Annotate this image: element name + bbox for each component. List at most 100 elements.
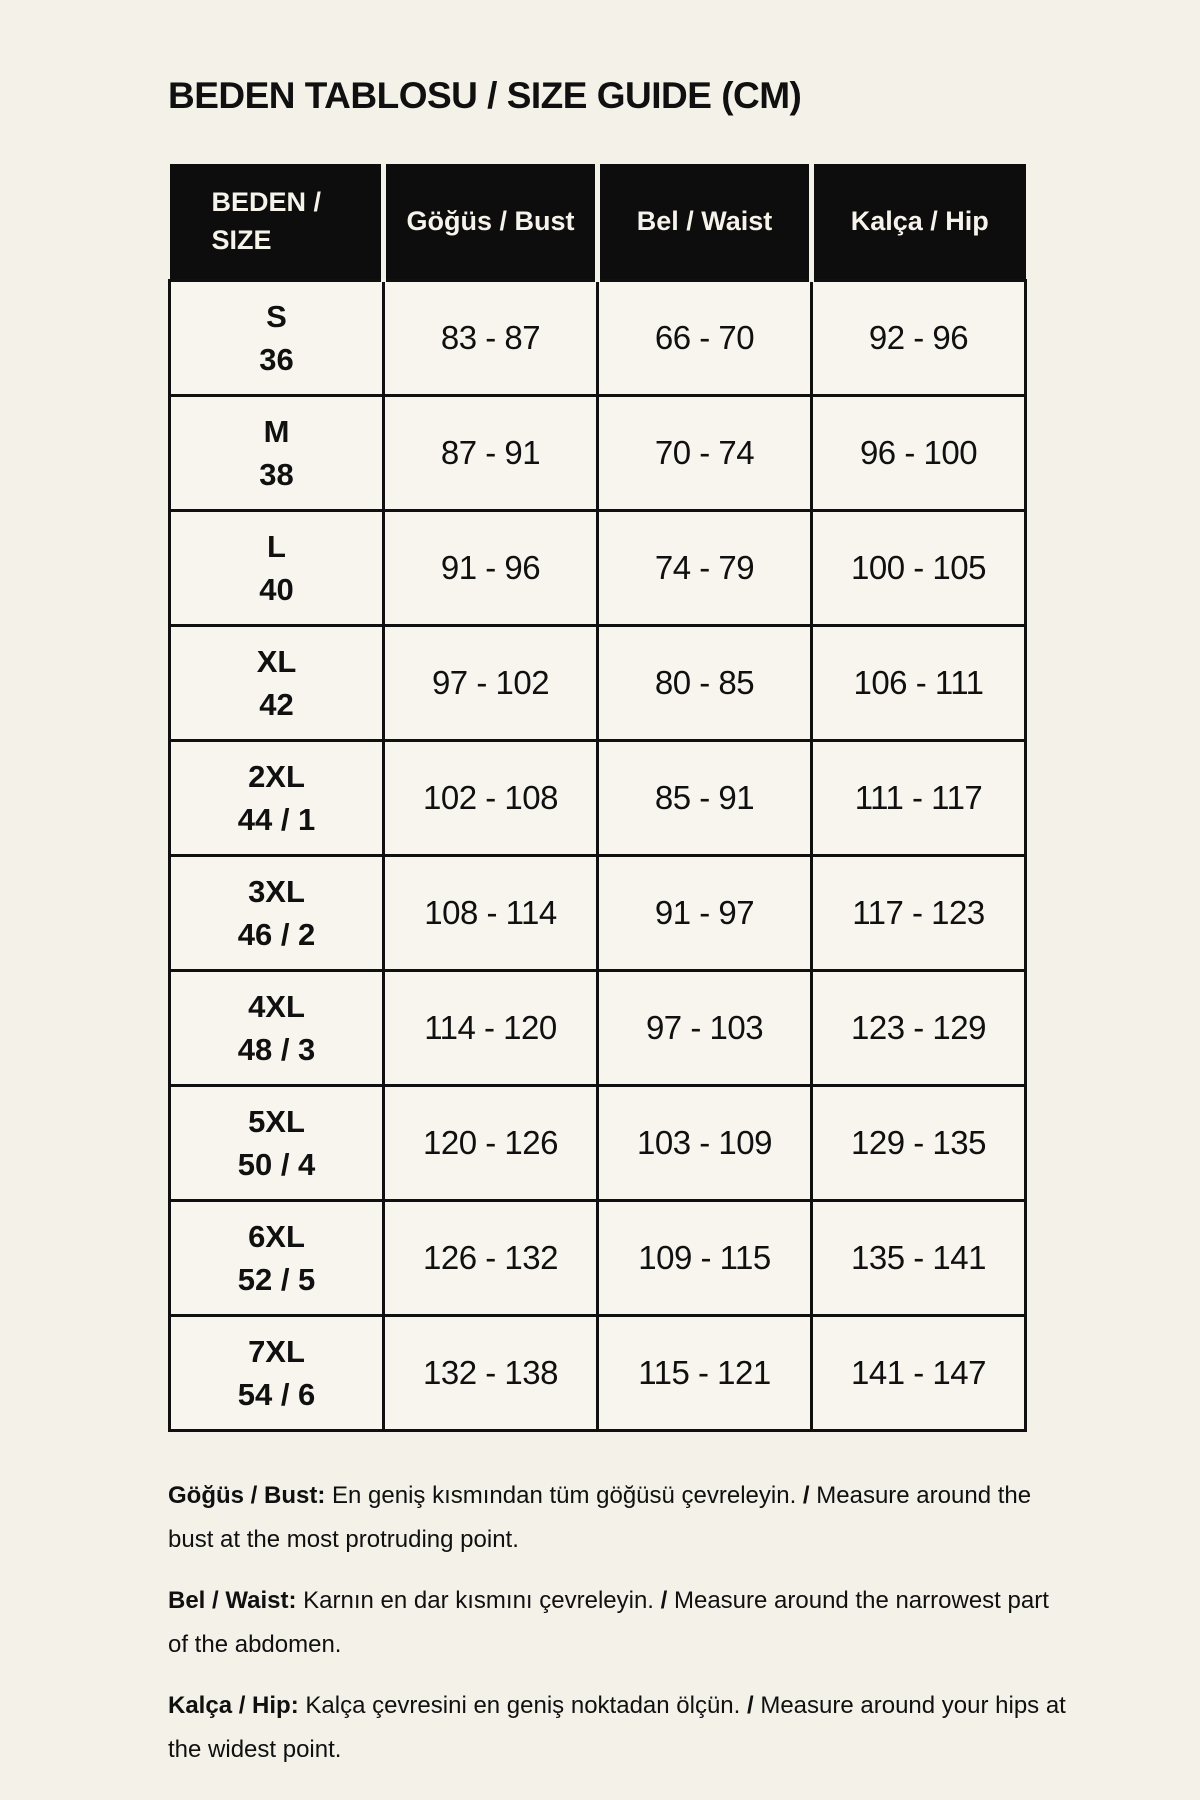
size-cell: L 40 xyxy=(168,508,385,627)
size-number: 36 xyxy=(259,341,294,377)
bust-value-cell: 120 - 126 xyxy=(382,1083,599,1202)
size-cell: 4XL 48 / 3 xyxy=(168,968,385,1087)
hip-value-cell: 92 - 96 xyxy=(810,278,1027,397)
waist-value-cell: 66 - 70 xyxy=(596,278,813,397)
note-hip: Kalça / Hip: Kalça çevresini en geniş no… xyxy=(168,1684,1073,1772)
column-header-size: BEDEN / SIZE xyxy=(211,187,322,256)
note-waist-label: Bel / Waist: xyxy=(168,1586,297,1614)
waist-value-cell: 85 - 91 xyxy=(596,738,813,857)
waist-value-cell: 70 - 74 xyxy=(596,393,813,512)
bust-value-cell: 132 - 138 xyxy=(382,1313,599,1432)
column-header-hip: Kalça / Hip xyxy=(850,205,989,236)
note-hip-turkish: Kalça çevresini en geniş noktadan ölçün. xyxy=(305,1691,741,1719)
note-bust: Göğüs / Bust: En geniş kısmından tüm göğ… xyxy=(168,1474,1073,1562)
size-guide-page: BEDEN TABLOSU / SIZE GUIDE (CM) BEDEN / … xyxy=(168,75,1066,1763)
table-row: M 38 87 - 91 70 - 74 96 - 100 xyxy=(168,393,1027,512)
note-bust-turkish: En geniş kısmından tüm göğüsü çevreleyin… xyxy=(332,1481,797,1509)
note-bust-english: Measure around the bust at the most prot… xyxy=(168,1481,1032,1553)
size-guide-table: BEDEN / SIZE Göğüs / Bust Bel / Waist Ka… xyxy=(168,164,1027,1432)
waist-value-cell: 115 - 121 xyxy=(596,1313,813,1432)
bust-value-cell: 91 - 96 xyxy=(382,508,599,627)
header-cell-size: BEDEN / SIZE xyxy=(169,164,386,280)
size-number: 44 / 1 xyxy=(237,801,316,837)
bust-value-cell: 126 - 132 xyxy=(382,1198,599,1317)
table-row: 2XL 44 / 1 102 - 108 85 - 91 111 - 117 xyxy=(168,738,1027,857)
size-number: 38 xyxy=(259,456,294,492)
hip-value-cell: 117 - 123 xyxy=(810,853,1027,972)
size-number: 46 / 2 xyxy=(237,916,316,952)
size-label: 6XL xyxy=(248,1218,305,1254)
table-row: 4XL 48 / 3 114 - 120 97 - 103 123 - 129 xyxy=(168,968,1027,1087)
note-waist-separator: / xyxy=(660,1586,668,1614)
waist-value-cell: 103 - 109 xyxy=(596,1083,813,1202)
hip-value-cell: 106 - 111 xyxy=(810,623,1027,742)
table-row: 6XL 52 / 5 126 - 132 109 - 115 135 - 141 xyxy=(168,1198,1027,1317)
size-label: 7XL xyxy=(248,1333,305,1369)
size-label: 5XL xyxy=(248,1103,305,1139)
size-cell: 3XL 46 / 2 xyxy=(168,853,385,972)
table-row: L 40 91 - 96 74 - 79 100 - 105 xyxy=(168,508,1027,627)
waist-value-cell: 74 - 79 xyxy=(596,508,813,627)
bust-value-cell: 97 - 102 xyxy=(382,623,599,742)
table-row: 5XL 50 / 4 120 - 126 103 - 109 129 - 135 xyxy=(168,1083,1027,1202)
size-number: 42 xyxy=(259,686,294,722)
hip-value-cell: 100 - 105 xyxy=(810,508,1027,627)
header-row: BEDEN / SIZE Göğüs / Bust Bel / Waist Ka… xyxy=(169,164,1026,280)
size-number: 54 / 6 xyxy=(237,1376,316,1412)
note-waist-english: Measure around the narrowest part of the… xyxy=(168,1586,1049,1658)
size-label: 2XL xyxy=(248,758,305,794)
hip-value-cell: 135 - 141 xyxy=(810,1198,1027,1317)
bust-value-cell: 102 - 108 xyxy=(382,738,599,857)
note-hip-english: Measure around your hips at the widest p… xyxy=(168,1691,1066,1763)
page-title: BEDEN TABLOSU / SIZE GUIDE (CM) xyxy=(168,75,802,116)
note-bust-label: Göğüs / Bust: xyxy=(168,1481,326,1509)
size-number: 48 / 3 xyxy=(237,1031,316,1067)
size-label: 3XL xyxy=(248,873,305,909)
size-label: M xyxy=(263,413,290,449)
size-cell: XL 42 xyxy=(168,623,385,742)
size-cell: 7XL 54 / 6 xyxy=(168,1313,385,1432)
hip-value-cell: 111 - 117 xyxy=(810,738,1027,857)
note-hip-label: Kalça / Hip: xyxy=(168,1691,299,1719)
header-cell-bust: Göğüs / Bust xyxy=(383,164,600,280)
header-cell-hip: Kalça / Hip xyxy=(811,164,1026,280)
header-cell-waist: Bel / Waist xyxy=(597,164,814,280)
waist-value-cell: 80 - 85 xyxy=(596,623,813,742)
bust-value-cell: 114 - 120 xyxy=(382,968,599,1087)
size-number: 52 / 5 xyxy=(237,1261,316,1297)
size-cell: 2XL 44 / 1 xyxy=(168,738,385,857)
waist-value-cell: 97 - 103 xyxy=(596,968,813,1087)
column-header-bust: Göğüs / Bust xyxy=(406,205,575,236)
bust-value-cell: 87 - 91 xyxy=(382,393,599,512)
size-cell: 5XL 50 / 4 xyxy=(168,1083,385,1202)
hip-value-cell: 129 - 135 xyxy=(810,1083,1027,1202)
column-header-waist: Bel / Waist xyxy=(636,205,773,236)
bust-value-cell: 83 - 87 xyxy=(382,278,599,397)
measurement-notes: Göğüs / Bust: En geniş kısmından tüm göğ… xyxy=(168,1474,1073,1772)
bust-value-cell: 108 - 114 xyxy=(382,853,599,972)
size-label: L xyxy=(267,528,286,564)
size-label: XL xyxy=(256,643,297,679)
size-table-body: S 36 83 - 87 66 - 70 92 - 96 M 38 87 - 9… xyxy=(168,278,1027,1432)
size-cell: 6XL 52 / 5 xyxy=(168,1198,385,1317)
size-number: 40 xyxy=(259,571,294,607)
table-row: S 36 83 - 87 66 - 70 92 - 96 xyxy=(168,278,1027,397)
hip-value-cell: 141 - 147 xyxy=(810,1313,1027,1432)
table-row: 3XL 46 / 2 108 - 114 91 - 97 117 - 123 xyxy=(168,853,1027,972)
size-label: 4XL xyxy=(248,988,305,1024)
size-table-header: BEDEN / SIZE Göğüs / Bust Bel / Waist Ka… xyxy=(169,164,1026,280)
note-waist-turkish: Karnın en dar kısmını çevreleyin. xyxy=(303,1586,654,1614)
size-label: S xyxy=(266,298,287,334)
waist-value-cell: 109 - 115 xyxy=(596,1198,813,1317)
size-number: 50 / 4 xyxy=(237,1146,316,1182)
waist-value-cell: 91 - 97 xyxy=(596,853,813,972)
table-row: XL 42 97 - 102 80 - 85 106 - 111 xyxy=(168,623,1027,742)
hip-value-cell: 123 - 129 xyxy=(810,968,1027,1087)
table-row: 7XL 54 / 6 132 - 138 115 - 121 141 - 147 xyxy=(168,1313,1027,1432)
note-waist: Bel / Waist: Karnın en dar kısmını çevre… xyxy=(168,1579,1073,1667)
size-cell: M 38 xyxy=(168,393,385,512)
size-cell: S 36 xyxy=(168,278,385,397)
hip-value-cell: 96 - 100 xyxy=(810,393,1027,512)
note-hip-separator: / xyxy=(747,1691,754,1719)
note-bust-separator: / xyxy=(802,1481,810,1509)
